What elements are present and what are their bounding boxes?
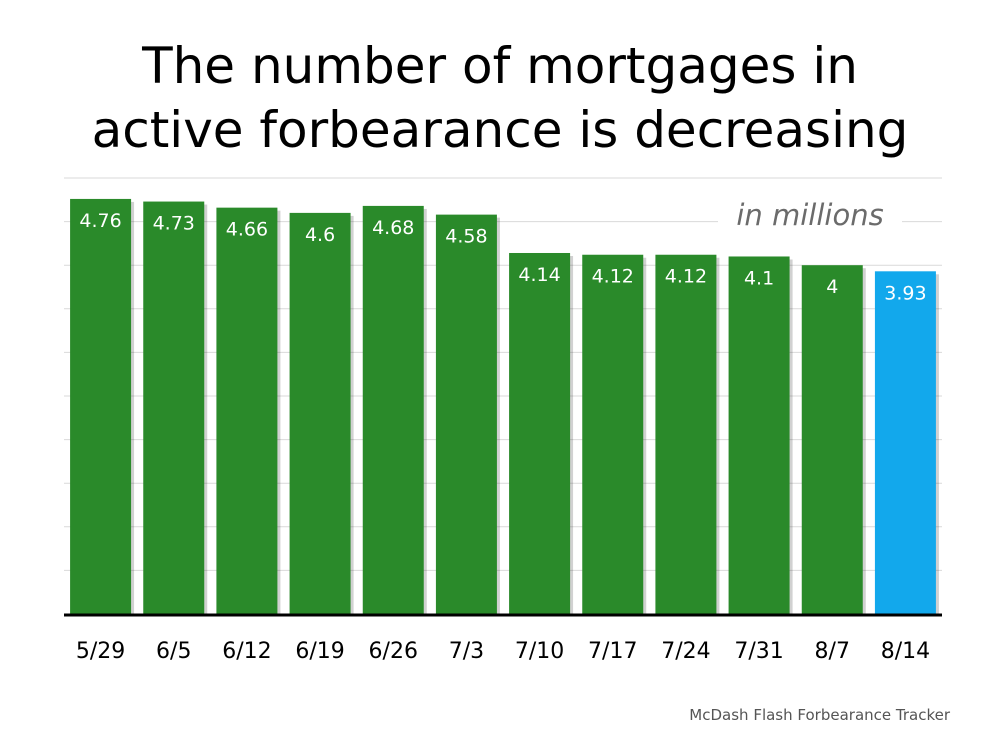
- data-label: 4.12: [592, 266, 634, 288]
- x-tick-label: 7/17: [588, 639, 637, 664]
- units-annotation: in millions: [736, 198, 883, 232]
- data-label: 4.73: [153, 213, 195, 235]
- x-tick-label: 8/7: [815, 639, 850, 664]
- bar: [216, 207, 278, 614]
- data-label: 4.12: [665, 266, 707, 288]
- x-tick-label: 7/10: [515, 639, 564, 664]
- x-tick-label: 6/19: [295, 639, 344, 664]
- bar: [582, 254, 644, 614]
- bar: [362, 205, 424, 615]
- data-label: 4.14: [518, 264, 560, 286]
- data-label: 4: [826, 276, 838, 298]
- data-label: 3.93: [884, 282, 926, 304]
- bar: [874, 271, 936, 614]
- bar: [801, 265, 863, 614]
- x-tick-label: 6/12: [222, 639, 271, 664]
- x-tick-label: 7/31: [734, 639, 783, 664]
- bar: [289, 212, 351, 614]
- x-tick-label: 6/5: [156, 639, 191, 664]
- data-label: 4.1: [744, 267, 774, 289]
- data-label: 4.68: [372, 217, 414, 239]
- data-label: 4.6: [305, 224, 335, 246]
- x-tick-label: 6/26: [369, 639, 418, 664]
- chart-title-line-2: active forbearance is decreasing: [91, 101, 909, 159]
- x-tick-label: 8/14: [881, 639, 930, 664]
- data-label: 4.66: [226, 219, 268, 241]
- bar: [70, 198, 132, 615]
- bar: [509, 252, 571, 614]
- source-note: McDash Flash Forbearance Tracker: [689, 706, 950, 724]
- data-label: 4.58: [445, 226, 487, 248]
- chart-title-line-1: The number of mortgages in: [142, 37, 858, 95]
- bar: [728, 256, 790, 614]
- x-tick-label: 7/24: [661, 639, 710, 664]
- x-tick-label: 7/3: [449, 639, 484, 664]
- data-label: 4.76: [79, 210, 121, 232]
- x-tick-label: 5/29: [76, 639, 125, 664]
- annotation-background: [718, 194, 902, 235]
- bar: [143, 201, 205, 614]
- chart-title: The number of mortgages in active forbea…: [0, 34, 1000, 162]
- bar: [655, 254, 717, 614]
- bar: [435, 214, 497, 614]
